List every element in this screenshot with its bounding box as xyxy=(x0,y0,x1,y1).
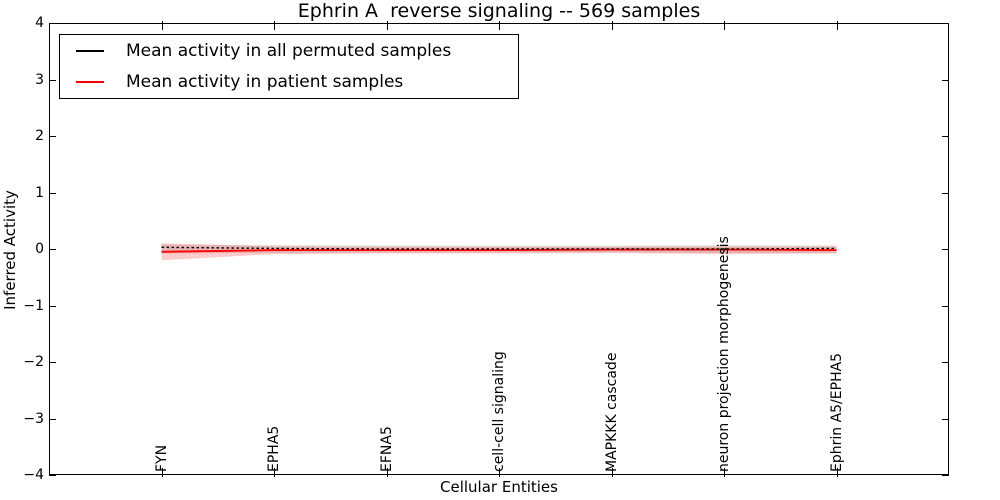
legend-item-permuted: Mean activity in all permuted samples xyxy=(60,35,518,66)
legend: Mean activity in all permuted samples Me… xyxy=(59,34,519,99)
x-tick-label: FYN xyxy=(153,444,170,472)
permuted-std-band xyxy=(161,244,837,254)
y-tick-label: 4 xyxy=(35,15,44,31)
chart-title: Ephrin A reverse signaling -- 569 sample… xyxy=(297,0,701,22)
y-tick-label: 2 xyxy=(35,128,44,144)
legend-item-patient: Mean activity in patient samples xyxy=(60,67,518,98)
y-tick-label: 0 xyxy=(35,241,44,257)
y-tick-label: −1 xyxy=(23,297,44,314)
y-tick-label: 1 xyxy=(35,184,44,201)
legend-label-patient: Mean activity in patient samples xyxy=(126,72,404,93)
y-tick-label: −3 xyxy=(23,410,44,427)
x-tick-label: MAPKKK cascade xyxy=(603,352,620,472)
x-tick-label: EPHA5 xyxy=(266,425,282,472)
x-tick-label: Ephrin A5/EPHA5 xyxy=(828,352,845,472)
patient-std-band xyxy=(161,243,837,261)
x-tick-label: cell-cell signaling xyxy=(491,351,507,472)
patient-mean-line xyxy=(161,248,837,253)
permuted-line-swatch xyxy=(76,49,104,52)
y-tick-label: 3 xyxy=(35,71,44,88)
x-tick-label: EFNA5 xyxy=(378,426,395,472)
patient-line-swatch xyxy=(76,81,104,84)
x-axis-label: Cellular Entities xyxy=(440,478,558,496)
y-tick-label: −4 xyxy=(23,467,44,483)
x-tick-label: neuron projection morphogenesis xyxy=(716,236,732,472)
y-tick-label: −2 xyxy=(23,354,44,370)
legend-label-permuted: Mean activity in all permuted samples xyxy=(126,40,452,61)
